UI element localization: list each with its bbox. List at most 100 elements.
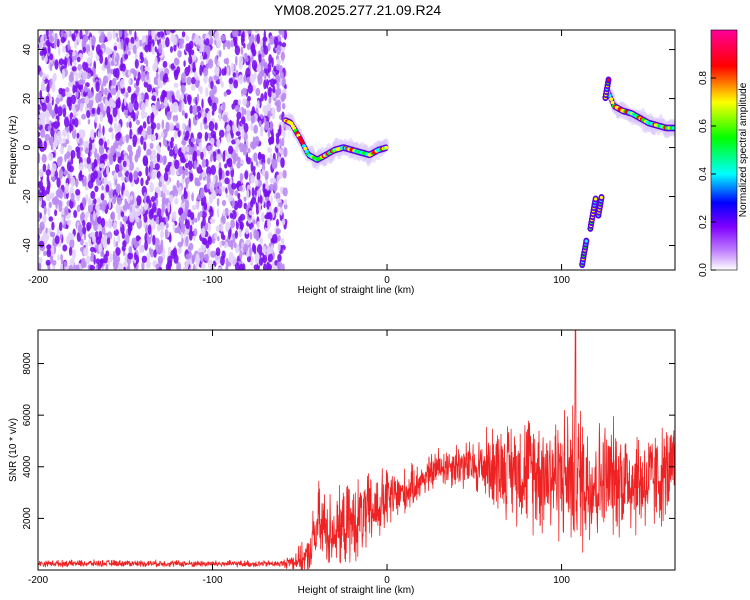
noise-speckle: [274, 206, 278, 213]
noise-speckle: [86, 222, 92, 230]
noise-speckle: [128, 246, 133, 253]
noise-speckle: [252, 165, 256, 172]
noise-speckle: [228, 120, 233, 127]
noise-speckle: [198, 174, 203, 181]
noise-speckle: [265, 78, 269, 89]
noise-speckle: [107, 218, 113, 229]
noise-speckle: [122, 215, 128, 222]
noise-speckle: [228, 229, 231, 240]
noise-speckle: [243, 75, 247, 83]
noise-speckle: [40, 128, 46, 138]
noise-speckle: [146, 148, 152, 156]
y-tick-label: 0: [22, 144, 33, 150]
noise-speckle: [205, 45, 211, 55]
y-tick-label: 6000: [22, 404, 33, 427]
noise-speckle: [182, 169, 186, 180]
x-tick-label: 100: [553, 275, 570, 286]
noise-speckle: [146, 125, 152, 136]
noise-speckle: [165, 216, 169, 223]
noise-speckle: [52, 237, 56, 247]
snr-y-axis-label: SNR (10 * v/v): [8, 418, 19, 482]
noise-speckle: [53, 195, 59, 205]
noise-speckle: [233, 242, 237, 249]
noise-speckle: [38, 249, 41, 256]
noise-speckle: [86, 57, 92, 65]
noise-speckle: [261, 169, 266, 177]
noise-speckle: [269, 120, 273, 131]
spectrogram-noise: [38, 30, 288, 270]
noise-speckle: [226, 66, 230, 77]
spectrogram-trace: [282, 76, 675, 269]
noise-speckle: [199, 64, 203, 76]
noise-speckle: [60, 259, 64, 265]
noise-speckle: [235, 55, 238, 66]
noise-speckle: [235, 142, 239, 153]
noise-speckle: [208, 236, 213, 245]
noise-speckle: [200, 227, 206, 238]
noise-speckle: [45, 259, 51, 266]
noise-speckle: [194, 34, 200, 45]
noise-speckle: [55, 97, 60, 105]
noise-speckle: [186, 76, 192, 86]
noise-speckle: [65, 52, 70, 59]
noise-speckle: [129, 128, 133, 140]
noise-speckle: [260, 93, 265, 102]
noise-speckle: [65, 151, 71, 160]
noise-speckle: [75, 146, 81, 153]
noise-speckle: [157, 31, 161, 38]
noise-speckle: [251, 187, 255, 197]
noise-speckle: [157, 189, 162, 197]
noise-speckle: [117, 170, 123, 178]
noise-speckle: [141, 102, 146, 112]
trace-core: [297, 136, 302, 140]
noise-speckle: [149, 181, 153, 192]
noise-speckle: [203, 51, 208, 60]
noise-speckle: [104, 56, 108, 66]
noise-speckle: [87, 91, 93, 99]
noise-speckle: [89, 264, 95, 270]
noise-speckle: [48, 216, 54, 222]
noise-speckle: [112, 250, 116, 262]
noise-speckle: [192, 104, 198, 116]
noise-speckle: [163, 96, 168, 107]
noise-speckle: [171, 211, 177, 222]
noise-speckle: [165, 222, 169, 229]
noise-speckle: [183, 187, 187, 196]
noise-speckle: [87, 164, 91, 173]
noise-speckle: [133, 170, 138, 181]
noise-speckle: [129, 161, 135, 172]
noise-speckle: [117, 144, 122, 152]
noise-speckle: [181, 31, 186, 38]
noise-speckle: [262, 254, 268, 264]
noise-speckle: [267, 130, 271, 138]
noise-speckle: [185, 35, 190, 42]
noise-speckle: [272, 92, 277, 99]
noise-speckle: [210, 95, 216, 101]
noise-speckle: [42, 163, 47, 173]
noise-speckle: [38, 240, 45, 248]
noise-speckle: [108, 198, 112, 210]
trace-core: [384, 145, 389, 150]
x-tick-label: -200: [28, 575, 48, 586]
noise-speckle: [100, 217, 106, 228]
noise-speckle: [100, 83, 104, 93]
noise-speckle: [199, 86, 203, 95]
noise-speckle: [44, 133, 51, 141]
noise-speckle: [225, 89, 232, 95]
noise-speckle: [231, 183, 237, 190]
noise-speckle: [256, 220, 260, 229]
noise-speckle: [272, 79, 277, 85]
noise-speckle: [170, 46, 173, 53]
noise-speckle: [282, 169, 287, 179]
noise-speckle: [186, 146, 190, 153]
noise-speckle: [38, 119, 43, 125]
noise-speckle: [52, 74, 56, 85]
noise-speckle: [95, 236, 102, 245]
noise-speckle: [242, 30, 245, 37]
noise-speckle: [59, 233, 63, 240]
noise-speckle: [152, 234, 156, 246]
noise-speckle: [150, 134, 157, 141]
noise-speckle: [90, 246, 95, 253]
noise-speckle: [237, 74, 244, 85]
noise-speckle: [38, 131, 41, 138]
